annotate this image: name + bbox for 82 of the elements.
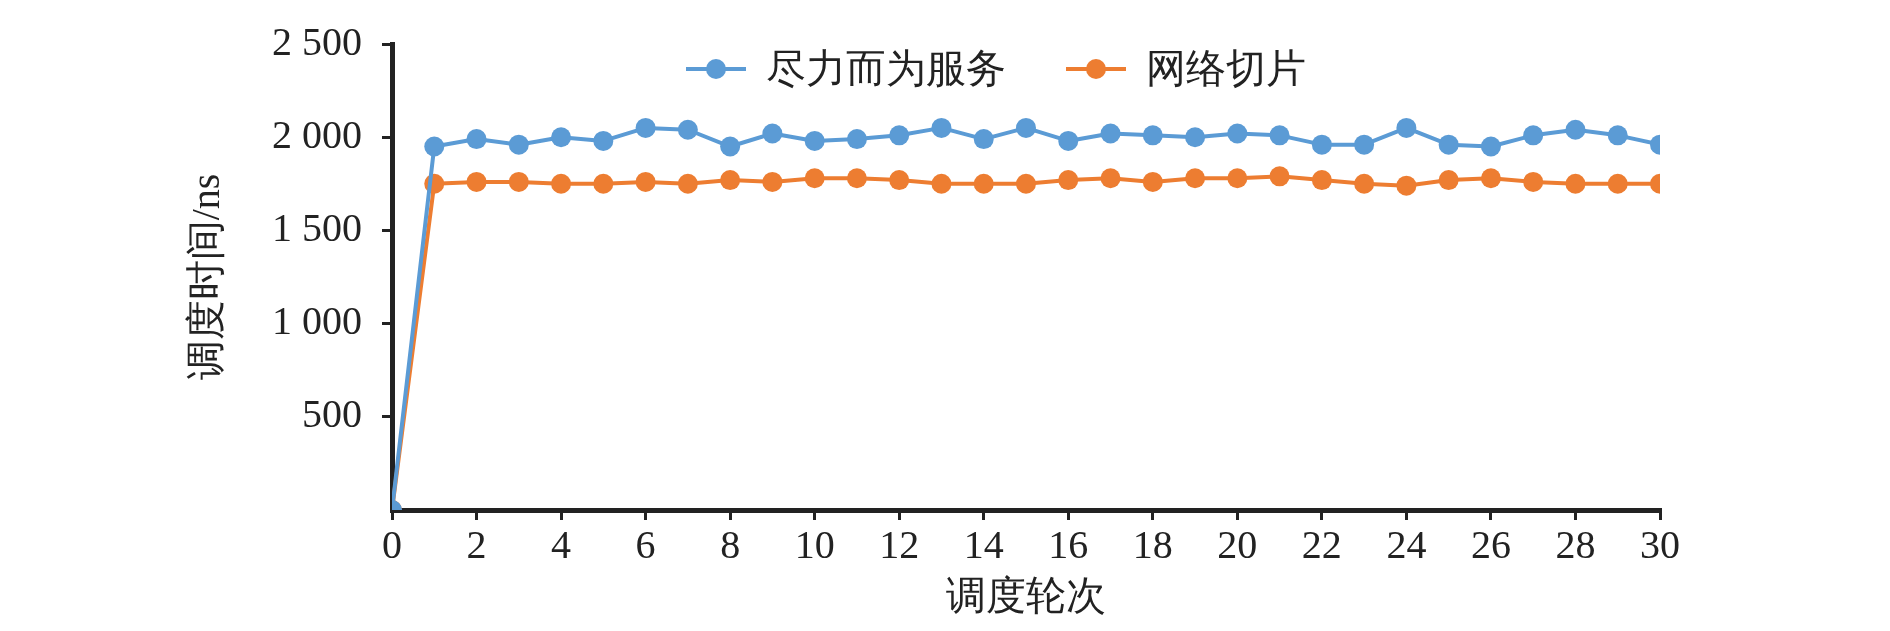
point bbox=[677, 119, 698, 140]
x-axis-title: 调度轮次 bbox=[946, 572, 1106, 618]
point bbox=[1480, 136, 1501, 157]
point bbox=[1142, 171, 1163, 192]
point bbox=[1438, 170, 1459, 191]
point bbox=[1185, 168, 1206, 189]
point bbox=[466, 129, 487, 150]
point bbox=[762, 123, 783, 144]
point bbox=[762, 171, 783, 192]
point bbox=[593, 130, 614, 151]
point bbox=[508, 134, 529, 155]
y-axis-title: 调度时间/ns bbox=[182, 173, 228, 381]
point bbox=[720, 170, 741, 191]
point bbox=[508, 171, 529, 192]
point bbox=[973, 129, 994, 150]
point bbox=[889, 170, 910, 191]
point bbox=[1227, 168, 1248, 189]
y-tick-label: 500 bbox=[302, 391, 362, 437]
y-tick-label: 2 500 bbox=[272, 18, 362, 64]
x-tick-label: 10 bbox=[794, 521, 835, 567]
point bbox=[424, 136, 445, 157]
y-tick-label: 2 000 bbox=[272, 111, 362, 157]
x-tick-label: 8 bbox=[720, 521, 741, 567]
point bbox=[551, 173, 572, 194]
point bbox=[1354, 173, 1375, 194]
x-tick-label: 28 bbox=[1555, 521, 1596, 567]
x-tick-label: 0 bbox=[382, 521, 402, 567]
x-tick-label: 18 bbox=[1132, 521, 1173, 567]
point bbox=[1269, 125, 1290, 146]
point bbox=[846, 168, 867, 189]
x-tick-label: 26 bbox=[1470, 521, 1511, 567]
point bbox=[1523, 171, 1544, 192]
y-tick-label: 1 000 bbox=[272, 298, 362, 344]
x-tick-label: 24 bbox=[1386, 521, 1427, 567]
point bbox=[635, 171, 656, 192]
x-tick-label: 16 bbox=[1048, 521, 1089, 567]
point bbox=[1523, 125, 1544, 146]
point bbox=[1269, 166, 1290, 187]
legend-label: 网络切片 bbox=[1146, 45, 1306, 91]
point bbox=[1354, 134, 1375, 155]
point bbox=[720, 136, 741, 157]
x-tick-label: 20 bbox=[1217, 521, 1258, 567]
point bbox=[931, 173, 952, 194]
point bbox=[1311, 170, 1332, 191]
point bbox=[889, 125, 910, 146]
point bbox=[973, 173, 994, 194]
point bbox=[804, 130, 825, 151]
point bbox=[1438, 134, 1459, 155]
point bbox=[1227, 123, 1248, 144]
point bbox=[1565, 119, 1586, 140]
x-tick-label: 6 bbox=[635, 521, 656, 567]
point bbox=[1396, 175, 1417, 196]
point bbox=[635, 117, 656, 138]
point bbox=[466, 171, 487, 192]
point bbox=[1565, 173, 1586, 194]
point bbox=[931, 117, 952, 138]
point bbox=[677, 173, 698, 194]
x-tick-label: 2 bbox=[466, 521, 487, 567]
point bbox=[1016, 173, 1036, 194]
point bbox=[1607, 125, 1628, 146]
point bbox=[1607, 173, 1628, 194]
x-tick-label: 4 bbox=[551, 521, 572, 567]
point bbox=[804, 168, 825, 189]
legend-label: 尽力而为服务 bbox=[766, 45, 1006, 91]
x-tick-label: 14 bbox=[963, 521, 1004, 567]
y-tick-label: 1 500 bbox=[272, 204, 362, 250]
x-tick-label: 22 bbox=[1301, 521, 1342, 567]
point bbox=[1016, 117, 1036, 138]
x-tick-label: 30 bbox=[1640, 521, 1680, 567]
point bbox=[551, 127, 572, 148]
point bbox=[1100, 123, 1121, 144]
point bbox=[1058, 170, 1079, 191]
point bbox=[1396, 117, 1417, 138]
point bbox=[846, 129, 867, 150]
point bbox=[1058, 130, 1079, 151]
point bbox=[1100, 168, 1121, 189]
point bbox=[1142, 125, 1163, 146]
x-tick-label: 12 bbox=[879, 521, 920, 567]
point bbox=[1311, 134, 1332, 155]
point bbox=[1185, 127, 1206, 148]
point bbox=[1480, 168, 1501, 189]
point bbox=[593, 173, 614, 194]
